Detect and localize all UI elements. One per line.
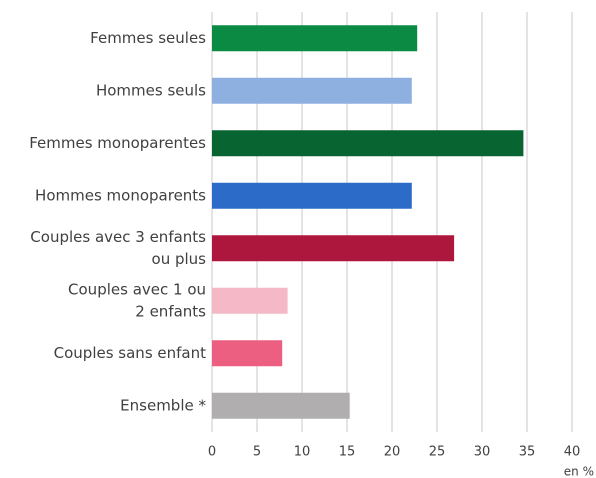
x-tick-label: 30 [474, 445, 491, 460]
x-axis-label: en % [564, 465, 594, 478]
y-tick-label: Couples avec 1 ou [68, 280, 206, 298]
x-tick-label: 15 [339, 445, 356, 460]
y-tick-label: Hommes monoparents [35, 186, 206, 204]
x-tick-label: 0 [208, 445, 216, 460]
bar [212, 130, 524, 157]
x-tick-label: 20 [384, 445, 401, 460]
y-tick-label: 2 enfants [135, 302, 206, 320]
x-tick-label: 10 [294, 445, 311, 460]
y-tick-label: ou plus [152, 250, 207, 268]
y-tick-label: Ensemble * [120, 396, 206, 414]
y-tick-label: Hommes seuls [96, 81, 206, 99]
y-tick-label: Femmes seules [90, 29, 206, 47]
x-tick-label: 5 [253, 445, 261, 460]
bar [212, 77, 412, 104]
y-tick-label: Couples avec 3 enfants [30, 228, 206, 246]
x-tick-label: 35 [519, 445, 536, 460]
y-tick-label: Couples sans enfant [54, 344, 206, 362]
bar [212, 235, 455, 262]
x-tick-label: 40 [564, 445, 581, 460]
bar [212, 287, 288, 314]
bar [212, 25, 418, 52]
bar [212, 340, 283, 367]
bar [212, 182, 412, 209]
y-tick-label: Femmes monoparentes [29, 134, 206, 152]
bar [212, 392, 350, 419]
x-tick-label: 25 [429, 445, 446, 460]
